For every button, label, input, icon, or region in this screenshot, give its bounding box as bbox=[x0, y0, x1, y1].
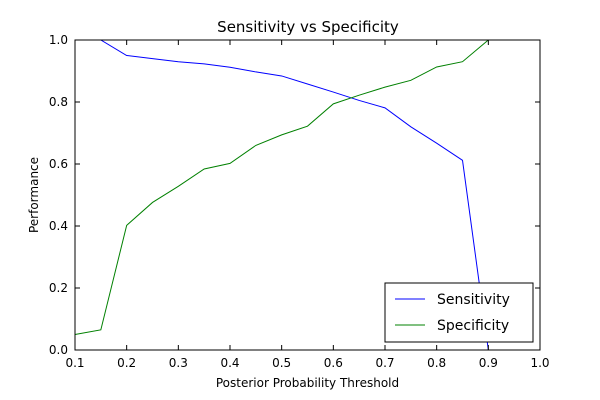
legend: Sensitivity Specificity bbox=[384, 282, 534, 343]
x-tick-label: 0.5 bbox=[272, 356, 291, 370]
y-tick-label: 0.8 bbox=[49, 95, 68, 109]
chart-title: Sensitivity vs Specificity bbox=[217, 18, 399, 36]
x-tick-label: 0.1 bbox=[65, 356, 84, 370]
y-tick-label: 0.4 bbox=[49, 219, 68, 233]
x-tick-label: 0.9 bbox=[479, 356, 498, 370]
legend-label-sensitivity: Sensitivity bbox=[437, 292, 510, 308]
x-axis-title: Posterior Probability Threshold bbox=[216, 376, 399, 390]
series-line-specificity bbox=[74, 39, 515, 335]
x-tick-label: 0.7 bbox=[375, 356, 394, 370]
plot-frame bbox=[74, 39, 541, 351]
x-tick-label: 0.6 bbox=[324, 356, 343, 370]
legend-label-specificity: Specificity bbox=[437, 318, 509, 334]
y-tick-label: 1.0 bbox=[49, 33, 68, 47]
y-tick-label: 0.6 bbox=[49, 157, 68, 171]
x-tick-label: 0.2 bbox=[117, 356, 136, 370]
x-tick-label: 0.8 bbox=[427, 356, 446, 370]
y-axis-title: Performance bbox=[27, 157, 41, 233]
x-tick-label: 0.4 bbox=[220, 356, 239, 370]
legend-box bbox=[384, 282, 534, 343]
x-tick-label: 1.0 bbox=[530, 356, 549, 370]
series-line-sensitivity bbox=[75, 39, 515, 351]
y-tick-label: 0.0 bbox=[49, 343, 68, 357]
ticks: 0.1 0.2 0.3 0.4 0.5 0.6 0.7 0.8 0.9 1.0 0.0 0.2 0.4 0… bbox=[49, 33, 550, 370]
y-tick-label: 0.2 bbox=[49, 281, 68, 295]
x-tick-label: 0.3 bbox=[169, 356, 188, 370]
plot-lines bbox=[74, 39, 515, 351]
